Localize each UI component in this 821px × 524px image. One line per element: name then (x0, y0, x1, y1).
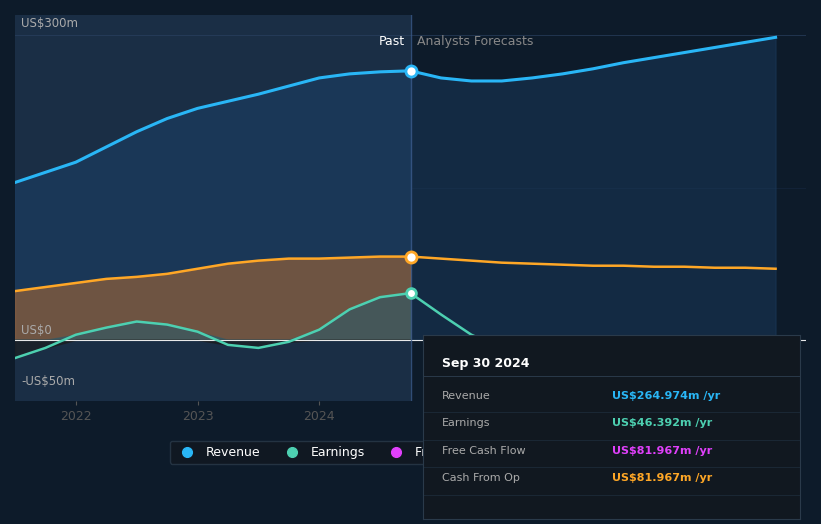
Text: Cash From Op: Cash From Op (442, 473, 520, 484)
Text: Past: Past (378, 35, 405, 48)
Bar (15, 15, 410, 401)
Text: -US$50m: -US$50m (21, 375, 75, 388)
Legend: Revenue, Earnings, Free Cash Flow, Cash From Op: Revenue, Earnings, Free Cash Flow, Cash … (170, 441, 651, 464)
Text: US$46.392m /yr: US$46.392m /yr (612, 418, 712, 429)
Text: Revenue: Revenue (442, 391, 490, 401)
Text: US$300m: US$300m (21, 17, 78, 30)
Text: Sep 30 2024: Sep 30 2024 (442, 357, 530, 370)
Text: US$0: US$0 (21, 324, 52, 337)
Text: Earnings: Earnings (442, 418, 490, 429)
Text: US$264.974m /yr: US$264.974m /yr (612, 391, 720, 401)
Text: Analysts Forecasts: Analysts Forecasts (416, 35, 533, 48)
Text: Free Cash Flow: Free Cash Flow (442, 446, 525, 456)
Bar (410, 15, 806, 401)
Text: US$81.967m /yr: US$81.967m /yr (612, 473, 712, 484)
Text: US$81.967m /yr: US$81.967m /yr (612, 446, 712, 456)
